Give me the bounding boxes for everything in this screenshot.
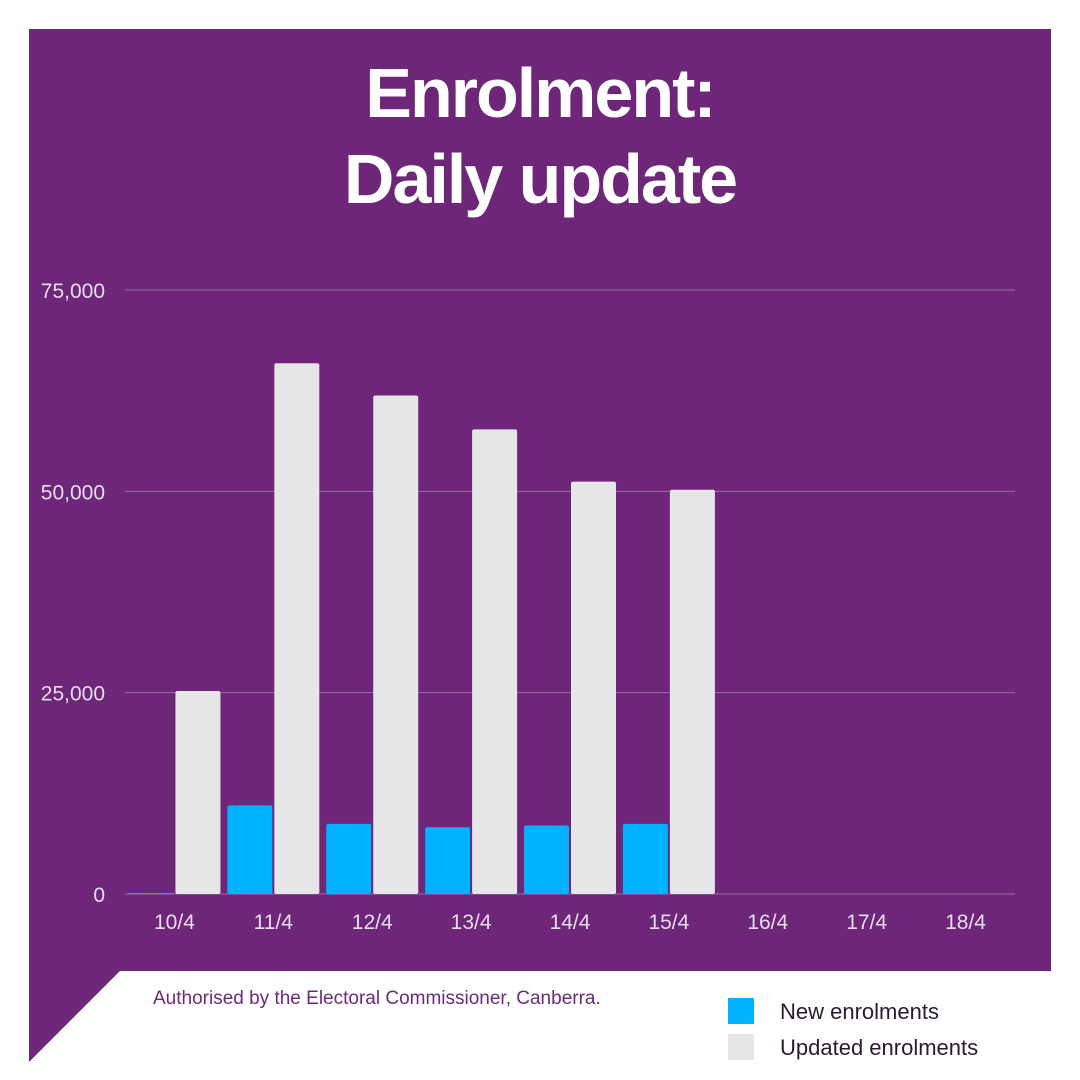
legend-swatch-updated xyxy=(728,1034,754,1060)
x-tick-label: 15/4 xyxy=(648,911,689,934)
bar-new-enrolments xyxy=(227,805,272,894)
x-tick-label: 17/4 xyxy=(846,911,887,934)
bar-updated-enrolments xyxy=(373,395,418,894)
x-tick-label: 16/4 xyxy=(747,911,788,934)
bar-new-enrolments xyxy=(524,826,569,894)
x-tick-label: 18/4 xyxy=(945,911,986,934)
y-tick-label: 0 xyxy=(93,884,105,907)
x-tick-label: 14/4 xyxy=(550,911,591,934)
bar-updated-enrolments xyxy=(175,691,220,894)
bars xyxy=(128,363,714,894)
bar-new-enrolments xyxy=(326,824,371,894)
legend-label-new: New enrolments xyxy=(780,999,939,1025)
bar-updated-enrolments xyxy=(472,429,517,894)
bar-new-enrolments xyxy=(128,893,173,894)
bar-new-enrolments xyxy=(623,824,668,894)
x-tick-label: 11/4 xyxy=(254,911,294,934)
authorisation-note: Authorised by the Electoral Commissioner… xyxy=(153,988,601,1010)
gridlines xyxy=(125,290,1015,894)
y-tick-label: 25,000 xyxy=(41,683,105,706)
x-tick-label: 12/4 xyxy=(352,911,393,934)
y-tick-label: 75,000 xyxy=(41,280,105,303)
legend-label-updated: Updated enrolments xyxy=(780,1035,978,1061)
y-axis-ticks: 0 25,000 50,000 75,000 xyxy=(41,280,105,907)
x-tick-label: 10/4 xyxy=(154,911,195,934)
bar-new-enrolments xyxy=(425,827,470,894)
x-tick-label: 13/4 xyxy=(451,911,492,934)
bar-updated-enrolments xyxy=(274,363,319,894)
x-axis-ticks: 10/4 11/4 12/4 13/4 14/4 15/4 16/4 17/4 18/4 xyxy=(154,911,986,934)
bar-updated-enrolments xyxy=(670,490,715,894)
y-tick-label: 50,000 xyxy=(41,481,105,504)
bar-updated-enrolments xyxy=(571,482,616,894)
legend-swatch-new xyxy=(728,998,754,1024)
